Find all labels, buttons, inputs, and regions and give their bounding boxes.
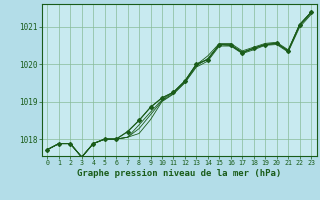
X-axis label: Graphe pression niveau de la mer (hPa): Graphe pression niveau de la mer (hPa) bbox=[77, 169, 281, 178]
